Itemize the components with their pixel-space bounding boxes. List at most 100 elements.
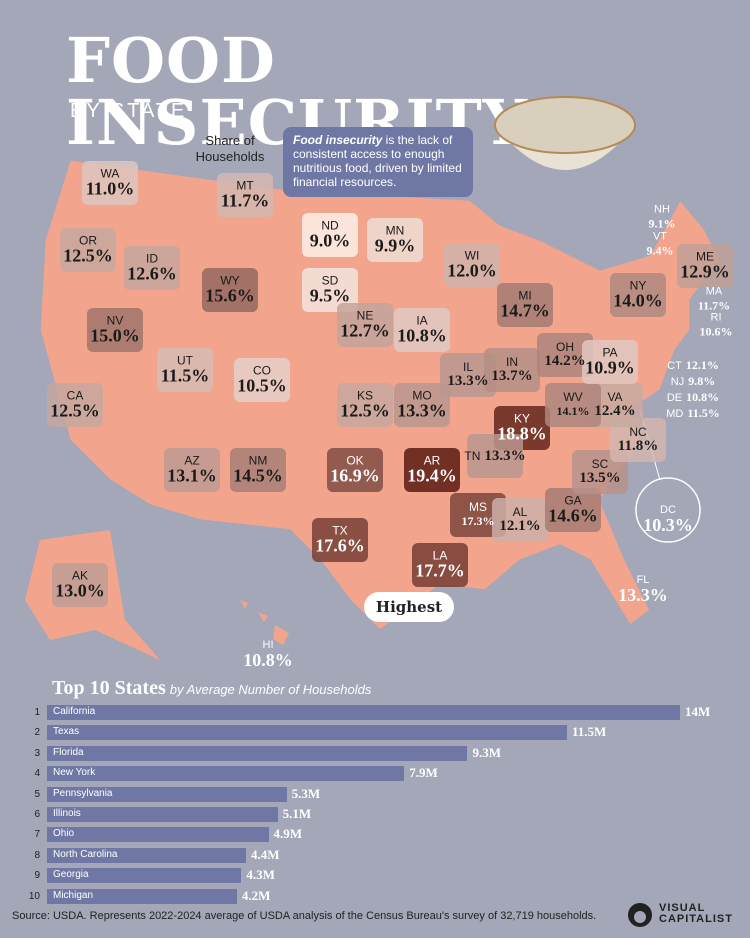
state-label-tn: TN 13.3% xyxy=(464,448,525,464)
state-label-nj: NJ 9.8% xyxy=(671,373,715,389)
state-abbr: NM xyxy=(248,453,268,468)
bar-value-label: 4.4M xyxy=(250,846,280,862)
state-value: 9.1% xyxy=(648,216,676,231)
state-label-pa: PA 10.9% xyxy=(585,347,635,378)
bar-rank: 3 xyxy=(34,747,40,759)
state-value: 13.7% xyxy=(491,368,533,384)
state-value: 17.7% xyxy=(415,560,465,581)
bar-rank: 6 xyxy=(34,809,40,820)
bowl-illustration xyxy=(494,96,636,170)
state-abbr: MN xyxy=(385,223,405,238)
state-abbr: AZ xyxy=(184,453,200,468)
state-value: 14.0% xyxy=(613,290,663,311)
bar-michigan: Michigan xyxy=(47,888,237,904)
state-abbr: AK xyxy=(71,568,88,583)
state-abbr: KY xyxy=(513,411,530,426)
state-label-ne: NE 12.7% xyxy=(340,310,390,341)
state-abbr: OK xyxy=(346,453,364,468)
state-label-ok: OK 16.9% xyxy=(330,455,380,486)
state-label-mo: MO 13.3% xyxy=(397,390,447,421)
state-value: 13.3% xyxy=(618,585,668,605)
state-abbr: NY xyxy=(629,278,647,293)
state-label-sd: SD 9.5% xyxy=(310,275,351,306)
state-label-la: LA 17.7% xyxy=(415,550,465,581)
page-subtitle: BY STATE xyxy=(70,100,188,122)
state-abbr: GA xyxy=(564,493,582,508)
state-value: 10.6% xyxy=(699,324,733,339)
state-value: 15.6% xyxy=(205,285,255,306)
state-abbr: NE xyxy=(356,308,374,323)
bar-texas: Texas xyxy=(47,725,567,741)
state-value: 12.5% xyxy=(50,400,100,421)
state-shape-wi xyxy=(444,243,500,287)
state-value: 9.8% xyxy=(688,374,716,388)
state-shape-sd xyxy=(302,268,358,312)
state-shape-me xyxy=(677,244,733,288)
state-abbr: FL xyxy=(636,574,650,586)
state-value: 11.0% xyxy=(85,178,135,199)
state-label-in: IN 13.7% xyxy=(491,356,532,384)
state-label-ks: KS 12.5% xyxy=(340,390,390,421)
state-value: 14.7% xyxy=(500,300,550,321)
state-shape-ny xyxy=(610,273,666,317)
state-shape-pa xyxy=(582,340,638,384)
state-label-ia: IA 10.8% xyxy=(397,315,447,346)
state-label-ma: MA 11.7% xyxy=(698,286,730,314)
state-shape-la xyxy=(412,543,468,587)
state-abbr: SD xyxy=(321,273,339,288)
definition-text: is the lack of consistent access to enou… xyxy=(293,133,462,189)
state-value: 13.0% xyxy=(55,580,105,601)
state-value: 16.9% xyxy=(330,465,380,486)
state-shape-in xyxy=(484,348,540,392)
state-value: 12.5% xyxy=(63,245,113,266)
state-abbr: ID xyxy=(146,251,158,266)
bar-pennsylvania: Pennsylvania xyxy=(47,786,287,802)
bar-category-label: North Carolina xyxy=(53,848,118,860)
bar-california: California xyxy=(47,705,680,720)
bar-rank: 8 xyxy=(34,849,40,861)
state-abbr: WY xyxy=(220,273,240,288)
state-value: 17.6% xyxy=(315,535,365,556)
state-shape-wv xyxy=(545,383,601,427)
state-value: 12.9% xyxy=(680,261,730,282)
state-abbr: IL xyxy=(462,360,473,374)
state-label-ga: GA 14.6% xyxy=(548,495,598,526)
state-label-wv: WV 14.1% xyxy=(557,391,590,419)
state-abbr: CA xyxy=(66,388,84,403)
state-label-ct: CT 12.1% xyxy=(667,357,719,373)
state-value: 12.6% xyxy=(127,263,177,284)
bar-category-label: New York xyxy=(53,767,96,779)
us-map xyxy=(25,159,733,660)
state-value: 13.5% xyxy=(579,470,621,486)
state-value: 10.8% xyxy=(243,650,293,670)
state-value: 10.8% xyxy=(397,325,447,346)
bar-category-label: Florida xyxy=(53,746,84,758)
state-abbr: WV xyxy=(563,390,583,404)
state-value: 11.5% xyxy=(687,406,720,420)
state-abbr: ND xyxy=(321,218,339,233)
share-of-households-label: Share of Households xyxy=(195,133,265,164)
visual-capitalist-logo: VISUAL CAPITALIST xyxy=(625,900,733,928)
state-shape-mt xyxy=(217,173,273,217)
state-abbr: WI xyxy=(464,248,480,263)
state-label-ar: AR 19.4% xyxy=(407,455,457,486)
state-value: 13.3% xyxy=(484,448,526,464)
state-shape-nc xyxy=(610,418,666,462)
state-label-ri: RI 10.6% xyxy=(699,312,733,340)
bar-value-label: 14M xyxy=(685,704,711,719)
state-value: 11.5% xyxy=(160,365,210,386)
state-label-id: ID 12.6% xyxy=(127,253,177,284)
state-value: 13.3% xyxy=(397,400,447,421)
bar-value-label: 5.3M xyxy=(291,785,321,801)
state-abbr: KS xyxy=(356,388,373,403)
bar-category-label: Michigan xyxy=(53,889,94,901)
state-shape-nd xyxy=(302,213,358,257)
state-value: 15.0% xyxy=(90,325,140,346)
bar-rank: 9 xyxy=(34,870,40,882)
state-label-ny: NY 14.0% xyxy=(613,280,663,311)
state-label-ak: AK 13.0% xyxy=(55,570,105,601)
bar-value-label: 4.3M xyxy=(246,867,275,883)
state-abbr: LA xyxy=(432,548,448,563)
state-abbr: VT xyxy=(652,230,668,243)
state-shape-nv xyxy=(87,308,143,352)
